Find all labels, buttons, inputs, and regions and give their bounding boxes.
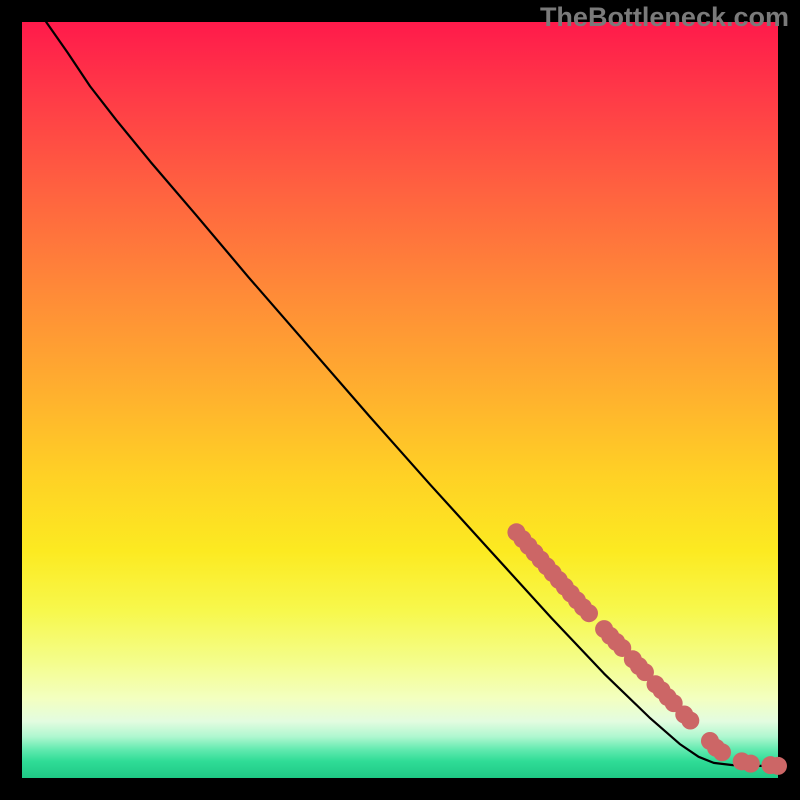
bottleneck-chart [0,0,800,800]
chart-frame: TheBottleneck.com [0,0,800,800]
data-marker [742,755,760,773]
plot-background [22,22,778,778]
watermark-text: TheBottleneck.com [540,2,789,33]
data-marker [713,743,731,761]
data-marker [580,604,598,622]
data-marker [681,712,699,730]
data-marker [769,757,787,775]
